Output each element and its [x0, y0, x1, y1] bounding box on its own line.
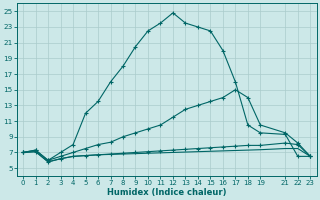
X-axis label: Humidex (Indice chaleur): Humidex (Indice chaleur): [107, 188, 227, 197]
